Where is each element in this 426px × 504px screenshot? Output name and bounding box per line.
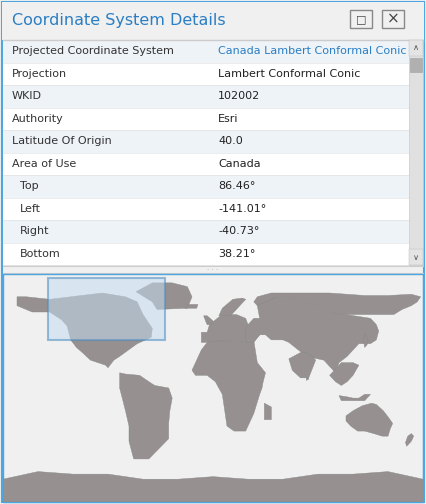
Bar [350,10,372,28]
Text: ×: × [387,12,400,27]
Bar [3,85,409,107]
Text: Lambert Conformal Conic: Lambert Conformal Conic [218,69,360,79]
Bar [3,274,423,502]
Text: □: □ [356,14,366,24]
Text: Canada: Canada [218,159,261,169]
Polygon shape [17,293,153,368]
Text: Right: Right [20,226,49,236]
Text: · · ·: · · · [207,267,219,273]
Text: ∨: ∨ [413,253,419,262]
Text: -40.73°: -40.73° [218,226,259,236]
Text: Left: Left [20,204,41,214]
Bar [410,58,422,72]
Text: 40.0: 40.0 [218,136,243,146]
Polygon shape [289,352,316,378]
Text: Latitude Of Origin: Latitude Of Origin [12,136,112,146]
Text: Coordinate System Details: Coordinate System Details [12,14,226,29]
Polygon shape [120,373,172,459]
Bar [3,242,409,265]
Bar [382,10,404,28]
Polygon shape [406,433,414,446]
Bar [3,153,409,175]
Bar [3,130,409,153]
Polygon shape [363,334,368,347]
Text: Authority: Authority [12,114,64,124]
Text: WKID: WKID [12,91,42,101]
Text: 102002: 102002 [218,91,260,101]
Polygon shape [246,297,379,373]
Polygon shape [330,363,359,386]
Polygon shape [306,378,309,381]
Text: Top: Top [20,181,39,191]
Text: Bottom: Bottom [20,249,61,259]
Text: Esri: Esri [218,114,239,124]
Bar [3,40,409,62]
Polygon shape [254,293,420,314]
Polygon shape [339,394,371,401]
Text: Canada Lambert Conformal Conic: Canada Lambert Conformal Conic [218,46,406,56]
Polygon shape [201,314,260,342]
Bar [3,62,409,85]
Text: ∧: ∧ [413,43,419,52]
Text: Area of Use: Area of Use [12,159,76,169]
Polygon shape [3,472,423,502]
Polygon shape [136,283,192,309]
Polygon shape [204,316,213,325]
Bar [3,107,409,130]
Bar [3,220,409,242]
Bar [409,40,423,265]
Bar [3,198,409,220]
Bar [409,249,423,265]
Polygon shape [185,304,198,308]
Bar [2,2,424,40]
Text: Projected Coordinate System: Projected Coordinate System [12,46,174,56]
Polygon shape [265,403,271,420]
Bar [3,175,409,198]
Bar [49,279,165,340]
Text: 86.46°: 86.46° [218,181,255,191]
Polygon shape [192,341,265,431]
Text: Projection: Projection [12,69,67,79]
Polygon shape [346,403,393,436]
Polygon shape [219,298,246,316]
Text: 38.21°: 38.21° [218,249,255,259]
Bar [409,40,423,56]
Text: -141.01°: -141.01° [218,204,266,214]
